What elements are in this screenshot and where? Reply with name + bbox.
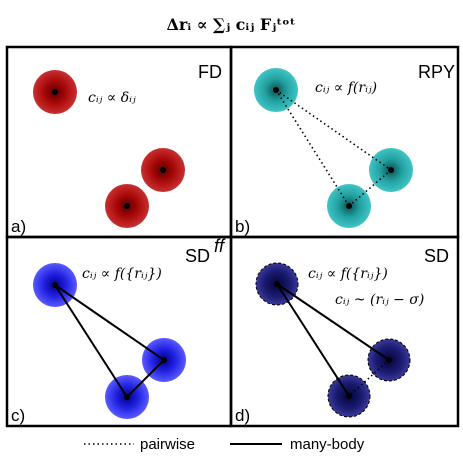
panel-label: b) xyxy=(235,217,250,236)
tag: SD xyxy=(185,246,210,266)
legend-label: many-body xyxy=(290,436,365,453)
center xyxy=(52,89,58,95)
center xyxy=(274,281,280,287)
many-body-link xyxy=(276,283,350,397)
tag: FD xyxy=(198,62,222,82)
panel-frame xyxy=(229,235,460,428)
tag-superscript: ff xyxy=(214,236,226,256)
panel-a: cᵢⱼ ∝ δᵢⱼ FD a) xyxy=(11,62,222,236)
panel-label: a) xyxy=(11,217,26,236)
title: Δrᵢ ∝ ∑ⱼ cᵢⱼ Fⱼᵗᵒᵗ xyxy=(166,15,295,34)
center xyxy=(346,203,352,209)
center xyxy=(386,357,392,363)
tag: SD xyxy=(424,246,449,266)
center xyxy=(52,282,58,288)
pairwise-link xyxy=(275,89,392,171)
legend-label: pairwise xyxy=(140,436,195,453)
panel-d: cᵢⱼ ∝ f({rᵢⱼ}) cᵢⱼ ~ (rᵢⱼ − σ) SD d) xyxy=(235,246,449,425)
center xyxy=(346,393,352,399)
panel-label: c) xyxy=(11,406,25,425)
panel-label: d) xyxy=(235,406,250,425)
pairwise-link xyxy=(275,89,350,207)
formula: cᵢⱼ ∝ f(rᵢⱼ) xyxy=(315,80,377,96)
legend: pairwise many-body xyxy=(84,436,365,453)
center xyxy=(161,357,167,363)
many-body-link xyxy=(54,284,166,399)
center xyxy=(388,167,394,173)
pairwise-link xyxy=(348,169,392,207)
formula: cᵢⱼ ∝ δᵢⱼ xyxy=(88,90,136,106)
center xyxy=(273,87,279,93)
panels xyxy=(5,45,460,428)
formula: cᵢⱼ ∝ f({rᵢⱼ}) xyxy=(308,266,388,282)
many-body-link xyxy=(276,283,390,361)
formula: cᵢⱼ ∝ f({rᵢⱼ}) xyxy=(82,266,162,282)
center xyxy=(124,203,130,209)
formula: cᵢⱼ ~ (rᵢⱼ − σ) xyxy=(335,292,424,308)
center xyxy=(124,394,130,400)
panel-b: cᵢⱼ ∝ f(rᵢⱼ) RPY b) xyxy=(235,62,455,236)
tag: RPY xyxy=(418,62,455,82)
center xyxy=(160,167,166,173)
panel-c: cᵢⱼ ∝ f({rᵢⱼ}) SD ff c) xyxy=(11,236,226,425)
